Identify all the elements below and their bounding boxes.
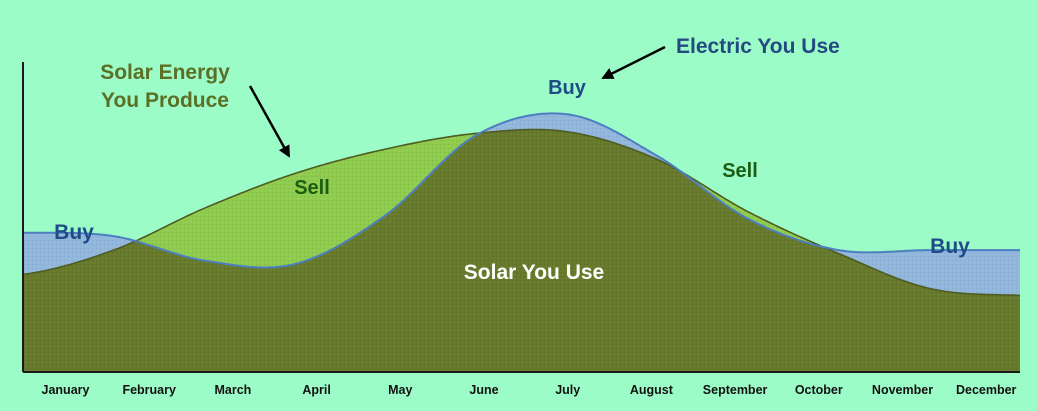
- electric-you-use-annotation: Electric You Use: [676, 35, 840, 58]
- solar-produce-line: [22, 128, 1021, 297]
- solar-produce-arrow: [248, 85, 291, 158]
- x-tick-label: June: [469, 383, 498, 397]
- solar-you-use-texture: [23, 129, 1020, 372]
- solar-energy-produce-annotation: Solar Energy: [100, 61, 230, 84]
- buy-area-texture: [23, 113, 1020, 296]
- x-tick-label: September: [703, 383, 768, 397]
- x-tick-label: January: [42, 383, 90, 397]
- x-tick-label: July: [555, 383, 580, 397]
- electric-use-arrow: [601, 45, 666, 80]
- x-tick-label: November: [872, 383, 933, 397]
- sell-area-texture: [23, 129, 1020, 296]
- chart-axes: [22, 62, 1020, 373]
- sell-label-april: Sell: [294, 177, 330, 199]
- buy-label-january: Buy: [54, 221, 94, 244]
- x-tick-label: August: [630, 383, 674, 397]
- chart-areas: [22, 112, 1021, 372]
- buy-label-july: Buy: [548, 77, 587, 99]
- solar-you-use-label: Solar You Use: [464, 261, 604, 284]
- sell-label-september: Sell: [722, 160, 758, 182]
- x-tick-label: March: [214, 383, 251, 397]
- buy-label-november: Buy: [930, 235, 970, 258]
- x-tick-labels: January February March April May June July Augu…: [42, 383, 1017, 397]
- chart-annotations: Solar Energy You Produce Electric You Use B…: [54, 35, 970, 284]
- x-tick-label: May: [388, 383, 412, 397]
- x-tick-label: April: [302, 383, 330, 397]
- solar-energy-produce-annotation: You Produce: [101, 89, 229, 112]
- x-tick-label: October: [795, 383, 843, 397]
- x-tick-label: December: [956, 383, 1017, 397]
- electric-use-line: [23, 112, 1020, 269]
- x-tick-label: February: [122, 383, 176, 397]
